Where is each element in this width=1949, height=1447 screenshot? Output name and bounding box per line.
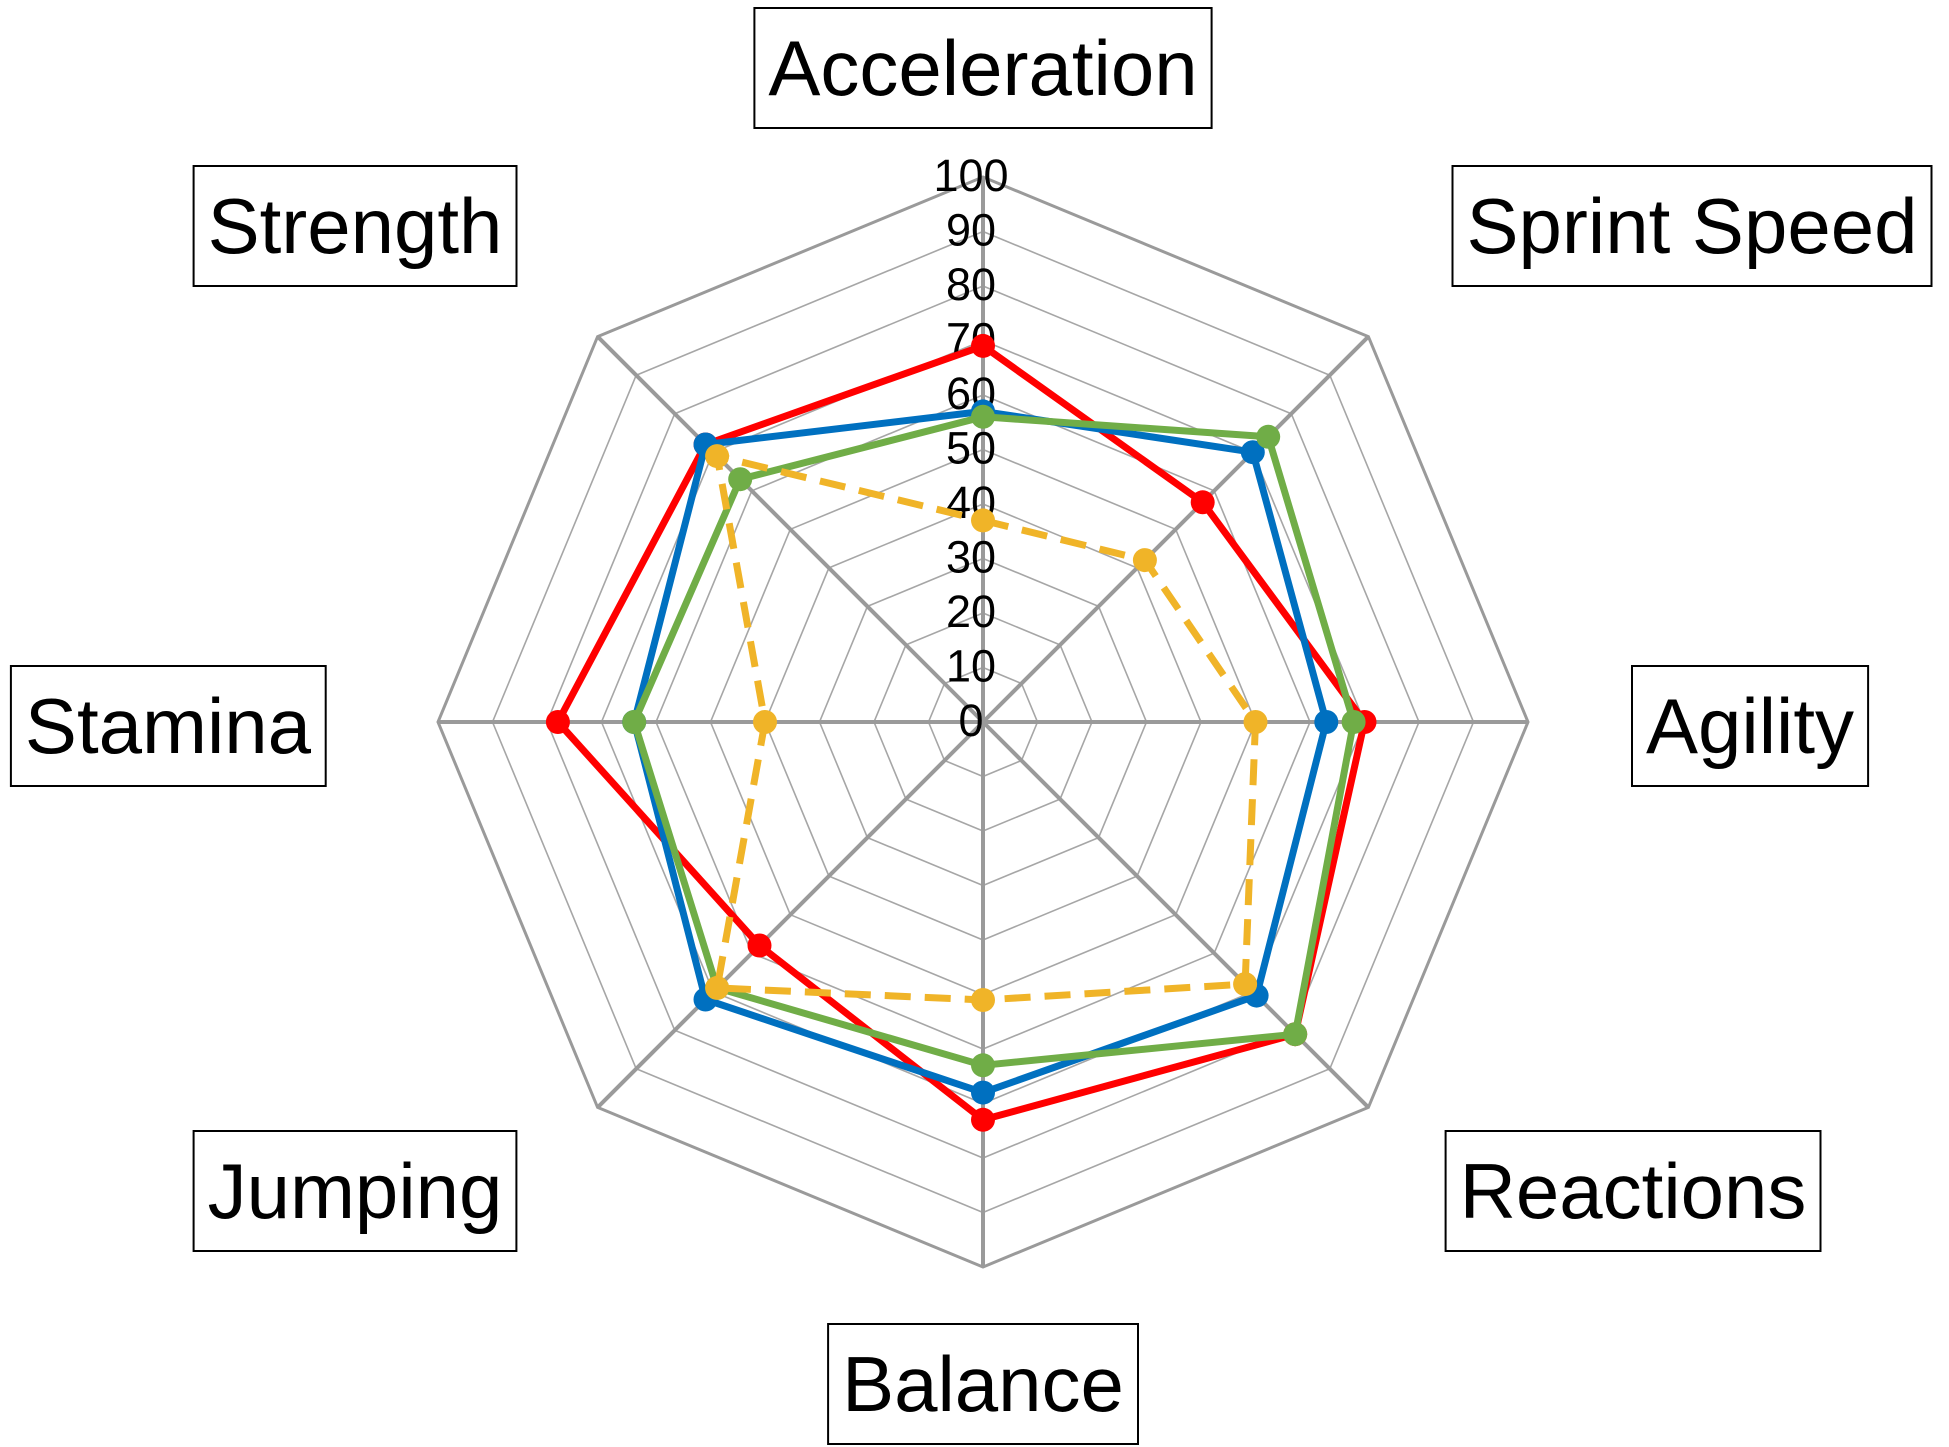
series-1-point-acceleration <box>971 333 995 358</box>
series-4-point-agility <box>1243 710 1268 734</box>
series-4-point-strength <box>705 444 730 469</box>
series-1-point-jumping <box>747 933 772 958</box>
axis-label-text: Jumping <box>208 1147 503 1235</box>
series-1-point-stamina <box>545 710 570 734</box>
axis-label-agility: Agility <box>1631 665 1870 787</box>
tick-label-10: 10 <box>946 641 996 692</box>
axis-label-acceleration: Acceleration <box>753 7 1213 129</box>
axis-label-text: Stamina <box>25 682 312 770</box>
series-1-point-balance <box>971 1107 995 1132</box>
series-4-point-balance <box>971 988 995 1012</box>
series-3-point-balance <box>971 1053 995 1078</box>
spoke-sprint-speed <box>981 335 1370 724</box>
axis-labels: Acceleration Sprint Speed Agility Reactions… <box>9 7 1933 1445</box>
tick-label-20: 20 <box>946 586 996 637</box>
series-3-point-strength <box>728 467 753 492</box>
series-3-point-sprint-speed <box>1256 424 1281 449</box>
spoke-reactions <box>981 720 1370 1109</box>
tick-label-90: 90 <box>946 205 996 256</box>
axis-label-reactions: Reactions <box>1444 1130 1822 1252</box>
series-2-point-balance <box>971 1080 995 1105</box>
axis-label-strength: Strength <box>192 165 518 287</box>
axis-label-sprint-speed: Sprint Speed <box>1451 165 1933 287</box>
tick-label-50: 50 <box>946 423 996 474</box>
axis-label-box <box>192 165 518 287</box>
axis-label-box <box>827 1323 1139 1445</box>
axis-label-text: Balance <box>842 1340 1124 1428</box>
series-4-point-stamina <box>753 710 777 734</box>
axis-label-box <box>753 7 1213 129</box>
tick-label-80: 80 <box>946 259 996 310</box>
series-3 <box>622 404 1366 1078</box>
axis-label-text: Acceleration <box>768 24 1197 112</box>
series-4-point-reactions <box>1233 972 1258 997</box>
axis-label-box <box>1631 665 1870 787</box>
series-4-point-sprint-speed <box>1132 548 1157 573</box>
axis-label-box <box>9 665 327 787</box>
series-1-point-sprint-speed <box>1190 490 1215 515</box>
series-3-point-reactions <box>1283 1022 1308 1047</box>
axis-label-stamina: Stamina <box>9 665 327 787</box>
tick-label-100: 100 <box>933 150 1008 201</box>
axis-label-jumping: Jumping <box>192 1130 518 1252</box>
axis-label-balance: Balance <box>827 1323 1139 1445</box>
series-2-point-sprint-speed <box>1240 440 1265 465</box>
series-2 <box>622 399 1339 1105</box>
radar-series <box>545 333 1377 1132</box>
spoke-strength <box>596 335 985 724</box>
series-2-point-agility <box>1314 710 1339 734</box>
series-3-point-agility <box>1341 710 1366 734</box>
axis-label-box <box>1444 1130 1822 1252</box>
axis-label-text: Strength <box>208 182 503 270</box>
tick-label-30: 30 <box>946 532 996 583</box>
axis-label-text: Agility <box>1646 682 1854 770</box>
tick-label-0: 0 <box>958 695 983 746</box>
spoke-jumping <box>596 720 985 1109</box>
axis-label-box <box>192 1130 518 1252</box>
series-3-point-stamina <box>622 710 647 734</box>
series-4 <box>705 444 1268 1012</box>
axis-label-text: Sprint Speed <box>1467 182 1918 270</box>
axis-label-box <box>1451 165 1933 287</box>
axis-label-text: Reactions <box>1460 1147 1807 1235</box>
series-3-point-acceleration <box>971 404 995 429</box>
series-4-point-jumping <box>705 975 730 1000</box>
series-4-point-acceleration <box>971 508 995 533</box>
